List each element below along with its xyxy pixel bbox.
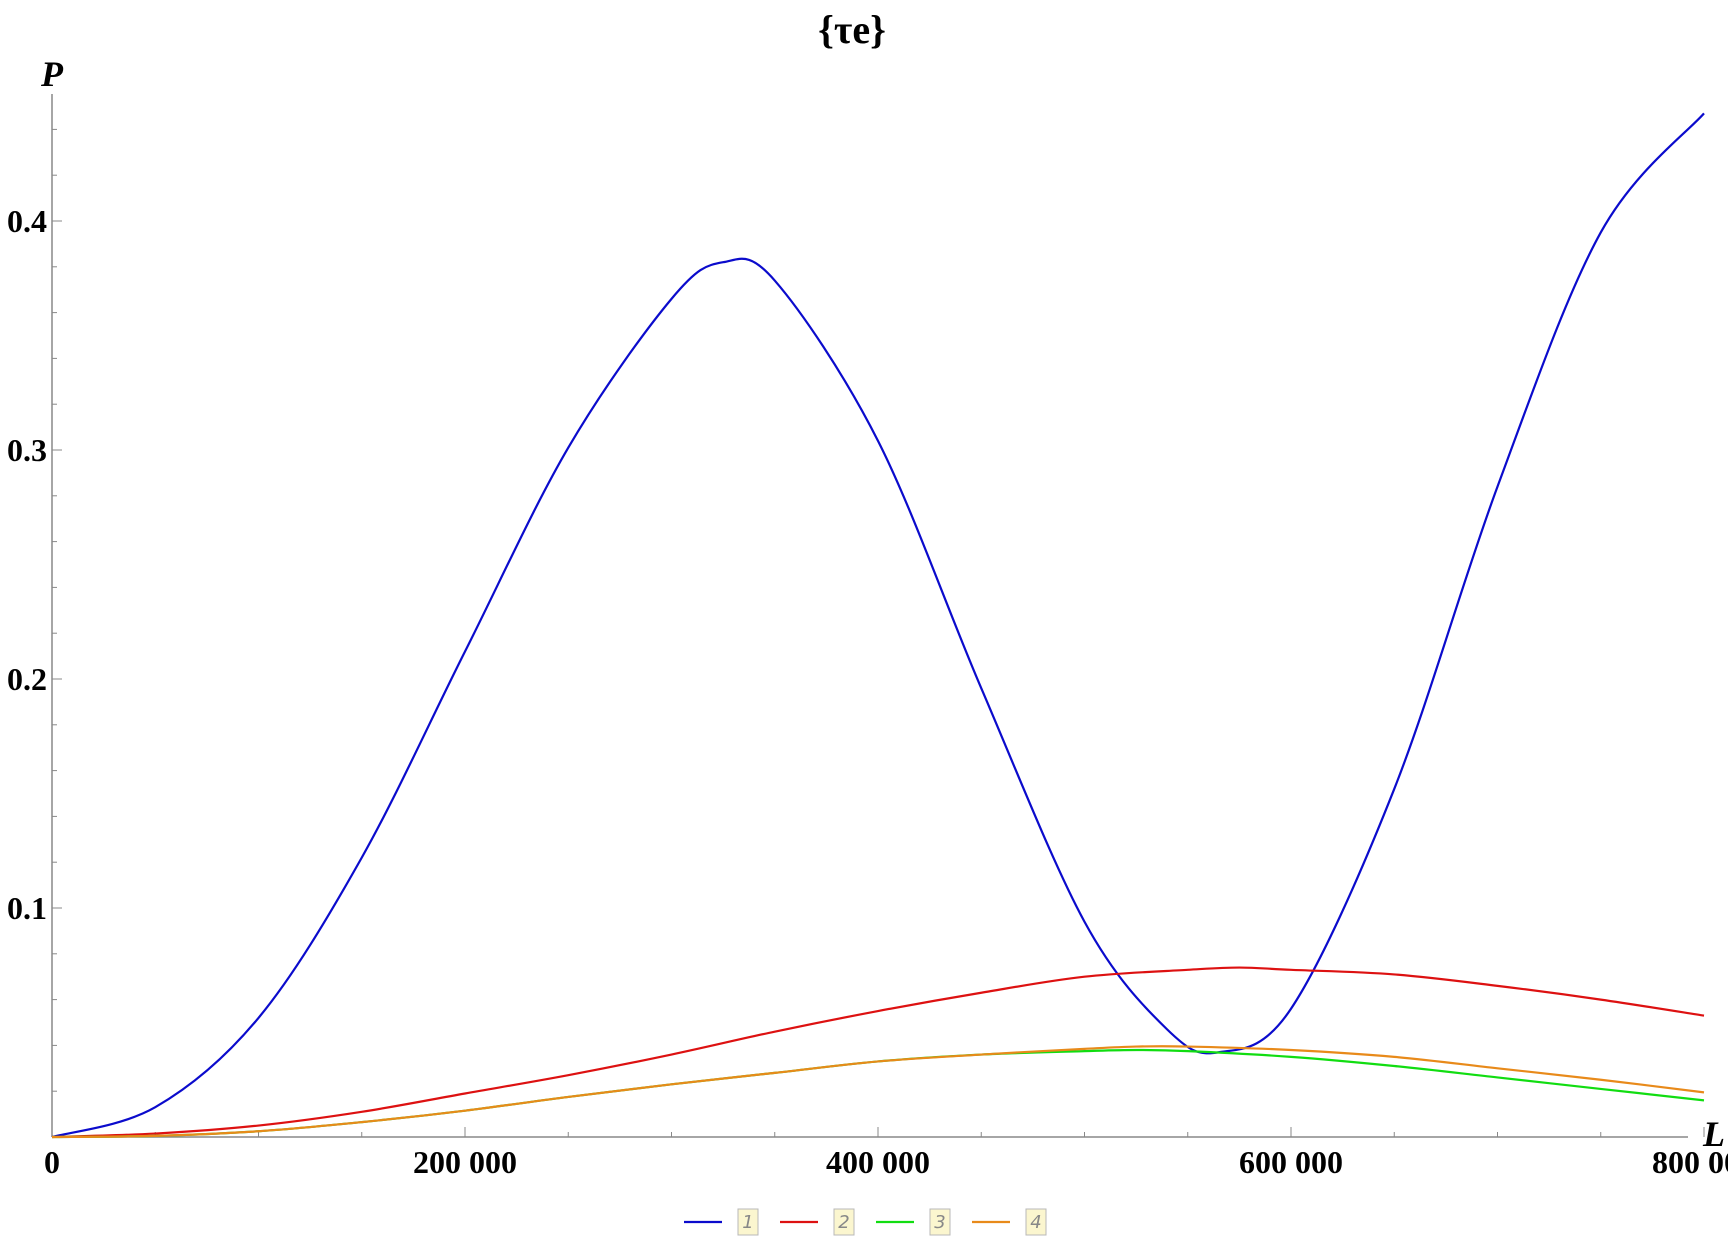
legend: 1 2 3 4 — [684, 1208, 1047, 1236]
legend-label-3: 3 — [934, 1212, 945, 1233]
series-line-2 — [51, 966, 1705, 1139]
legend-label-1: 1 — [742, 1212, 753, 1233]
x-tick-label: 800 000 — [1652, 1144, 1728, 1180]
x-tick-label: 600 000 — [1239, 1144, 1343, 1180]
y-axis-label: P — [40, 54, 64, 94]
legend-label-box-3 — [929, 1208, 951, 1236]
x-axis-label: L — [1702, 1114, 1725, 1154]
legend-label-4: 4 — [1030, 1212, 1041, 1233]
legend-label-box-4 — [1025, 1208, 1047, 1236]
y-tick-label: 0.2 — [7, 661, 47, 697]
series-lines — [51, 112, 1705, 1139]
y-tick-label: 0.3 — [7, 432, 47, 468]
chart-title: {τe} — [818, 7, 886, 52]
x-tick-label: 0 — [44, 1144, 60, 1180]
axes: 0 200 000 400 000 600 000 800 000 0.1 0.2 0.3 0.… — [7, 94, 1728, 1180]
series-line-1 — [51, 112, 1705, 1139]
series-line-4 — [51, 1045, 1705, 1139]
x-tick-label: 200 000 — [413, 1144, 517, 1180]
legend-label-box-1 — [737, 1208, 759, 1236]
legend-label-2: 2 — [838, 1212, 849, 1233]
y-tick-label: 0.1 — [7, 890, 47, 926]
y-tick-label: 0.4 — [7, 203, 47, 239]
x-tick-label: 400 000 — [826, 1144, 930, 1180]
legend-label-box-2 — [833, 1208, 855, 1236]
